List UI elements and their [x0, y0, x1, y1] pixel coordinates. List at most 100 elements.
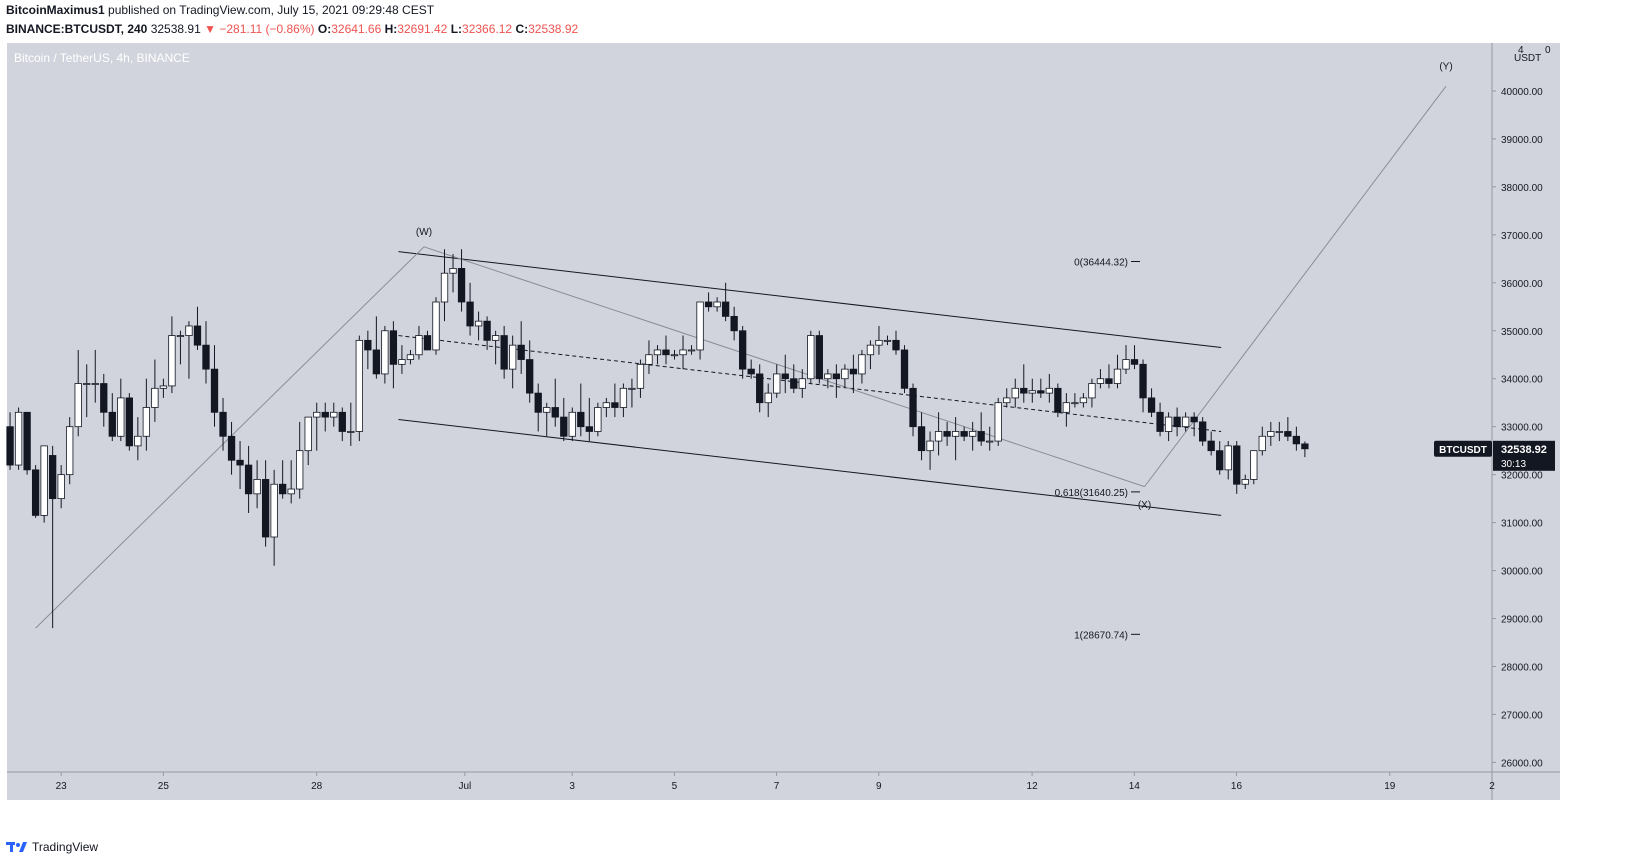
candle-up[interactable] — [858, 354, 866, 375]
candle-down[interactable] — [943, 431, 951, 437]
candle-up[interactable] — [636, 363, 645, 389]
candle-down[interactable] — [917, 426, 926, 452]
candle-up[interactable] — [713, 301, 721, 308]
candle-up[interactable] — [773, 373, 781, 394]
candle-down[interactable] — [815, 335, 823, 380]
candle-up[interactable] — [969, 431, 977, 437]
candle-down[interactable] — [244, 464, 253, 495]
candle-up[interactable] — [270, 483, 278, 538]
candle-down[interactable] — [747, 368, 755, 375]
candle-down[interactable] — [1292, 435, 1301, 445]
candle-up[interactable] — [602, 402, 611, 408]
candle-up[interactable] — [1071, 402, 1079, 405]
candle-up[interactable] — [398, 359, 406, 365]
candle-down[interactable] — [31, 469, 40, 516]
candle-down[interactable] — [372, 349, 381, 375]
candle-up[interactable] — [1258, 435, 1266, 452]
candle-up[interactable] — [1003, 397, 1011, 404]
candle-down[interactable] — [23, 411, 31, 471]
footer-brand-text[interactable]: TradingView — [32, 840, 99, 854]
candle-up[interactable] — [1088, 383, 1096, 399]
candle-down[interactable] — [526, 359, 534, 394]
candle-up[interactable] — [619, 387, 628, 408]
candle-up[interactable] — [142, 407, 151, 437]
candle-down[interactable] — [517, 344, 525, 360]
candle-up[interactable] — [1096, 378, 1105, 384]
candle-down[interactable] — [790, 378, 798, 389]
candle-down[interactable] — [1216, 450, 1224, 471]
candle-up[interactable] — [807, 335, 815, 380]
candle-down[interactable] — [227, 435, 236, 461]
candle-up[interactable] — [176, 335, 185, 337]
candle-up[interactable] — [679, 349, 687, 356]
candle-down[interactable] — [389, 330, 398, 365]
candle-down[interactable] — [1199, 421, 1207, 442]
candle-down[interactable] — [1130, 359, 1139, 365]
candle-down[interactable] — [202, 344, 210, 370]
candle-down[interactable] — [279, 483, 287, 495]
candle-up[interactable] — [509, 344, 517, 370]
candle-down[interactable] — [704, 301, 713, 308]
candle-up[interactable] — [543, 407, 551, 413]
candle-up[interactable] — [951, 431, 960, 437]
candle-up[interactable] — [628, 387, 636, 390]
candle-down[interactable] — [236, 459, 244, 466]
candle-down[interactable] — [1156, 411, 1164, 432]
candle-down[interactable] — [1207, 440, 1215, 452]
candle-down[interactable] — [1190, 416, 1198, 423]
candle-up[interactable] — [568, 411, 576, 437]
candle-down[interactable] — [338, 411, 346, 432]
candle-down[interactable] — [577, 411, 585, 428]
candle-up[interactable] — [1011, 387, 1019, 399]
candle-up[interactable] — [40, 445, 48, 516]
candle-up[interactable] — [168, 335, 176, 387]
candle-down[interactable] — [6, 426, 14, 466]
candle-up[interactable] — [1113, 368, 1122, 384]
candle-down[interactable] — [219, 411, 227, 437]
trendline-channel-upper[interactable] — [398, 251, 1222, 349]
candle-down[interactable] — [560, 416, 568, 437]
candle-down[interactable] — [611, 402, 619, 408]
candle-down[interactable] — [423, 335, 432, 351]
candle-up[interactable] — [304, 416, 312, 452]
candle-down[interactable] — [551, 407, 559, 418]
candle-up[interactable] — [687, 349, 696, 352]
candle-down[interactable] — [960, 431, 968, 437]
candle-up[interactable] — [406, 354, 415, 360]
candle-down[interactable] — [849, 368, 858, 375]
symbol-label[interactable]: BINANCE:BTCUSDT, 240 — [6, 22, 148, 36]
candle-up[interactable] — [696, 301, 704, 351]
candle-down[interactable] — [739, 330, 747, 370]
candle-up[interactable] — [330, 411, 338, 418]
candle-up[interactable] — [1275, 431, 1283, 433]
candle-up[interactable] — [449, 268, 457, 274]
candle-up[interactable] — [994, 402, 1002, 442]
candle-up[interactable] — [824, 373, 832, 380]
candle-up[interactable] — [926, 440, 934, 452]
candle-down[interactable] — [1037, 390, 1045, 394]
candle-up[interactable] — [883, 339, 892, 342]
trendline-channel-mid[interactable] — [398, 335, 1222, 432]
candle-up[interactable] — [645, 354, 653, 365]
trendline-wave-2[interactable] — [423, 246, 1145, 488]
candle-up[interactable] — [934, 431, 943, 442]
candle-up[interactable] — [355, 339, 363, 432]
candle-down[interactable] — [193, 325, 202, 346]
candle-up[interactable] — [764, 392, 772, 404]
candle-down[interactable] — [977, 431, 985, 442]
candle-down[interactable] — [721, 301, 730, 317]
candle-up[interactable] — [1267, 431, 1275, 437]
candle-down[interactable] — [892, 339, 900, 351]
plot-background[interactable] — [7, 43, 1492, 772]
candle-up[interactable] — [594, 407, 602, 432]
candle-up[interactable] — [1164, 416, 1173, 432]
candle-up[interactable] — [491, 335, 500, 341]
candle-up[interactable] — [134, 435, 142, 447]
candle-down[interactable] — [1301, 443, 1309, 450]
candle-up[interactable] — [798, 378, 806, 389]
candle-up[interactable] — [381, 330, 389, 375]
candle-up[interactable] — [1181, 416, 1190, 428]
candle-up[interactable] — [875, 339, 883, 346]
candle-down[interactable] — [585, 426, 593, 432]
candle-down[interactable] — [900, 349, 909, 389]
